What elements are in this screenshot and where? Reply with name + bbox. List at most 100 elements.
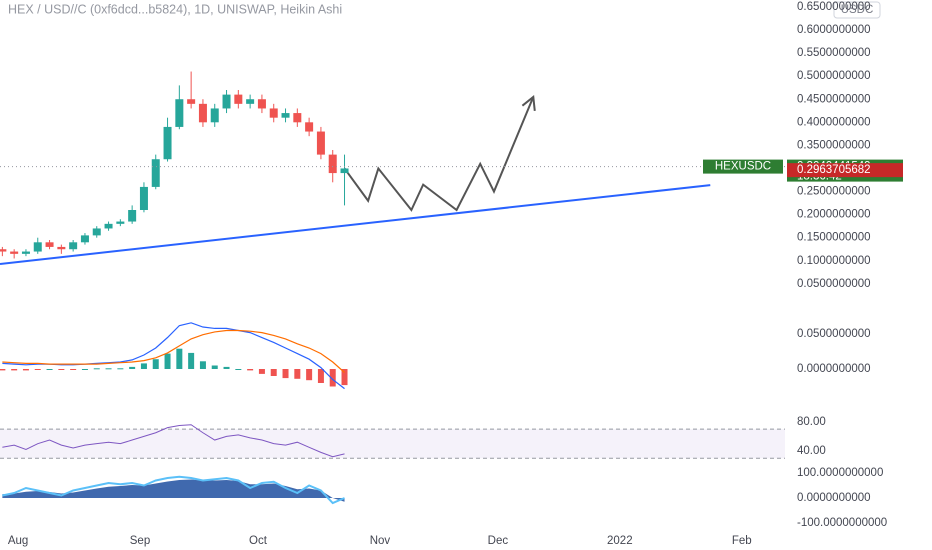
histogram-bar	[70, 368, 77, 370]
histogram-bar	[117, 368, 124, 370]
histogram-bar	[294, 368, 301, 379]
y-tick-label: 0.2000000000	[797, 209, 871, 221]
candle-body	[246, 99, 255, 104]
histogram-bar	[306, 368, 313, 381]
candle-body	[305, 122, 314, 132]
candle-body	[128, 210, 137, 222]
histogram-bar	[129, 366, 136, 369]
histogram-bar	[258, 368, 265, 374]
y-tick-label: 0.5000000000	[797, 70, 871, 82]
histogram-bar	[22, 368, 29, 371]
rsi-band	[0, 429, 785, 459]
price2-label: 0.2963705682	[797, 164, 871, 176]
x-tick-label: Nov	[370, 535, 391, 547]
x-tick-label: Feb	[732, 535, 752, 547]
candle-body	[234, 94, 243, 104]
candle-body	[281, 113, 290, 118]
candle-body	[45, 242, 54, 247]
price2-badge	[787, 163, 903, 178]
candle-body	[92, 228, 101, 236]
candle-body	[80, 235, 89, 243]
x-tick-label: Oct	[249, 535, 268, 547]
y-tick-label: 40.00	[797, 445, 826, 457]
histogram-bar	[270, 368, 277, 376]
x-tick-label: Dec	[488, 535, 509, 547]
histogram-bar	[11, 368, 18, 371]
histogram-bar	[188, 352, 195, 369]
y-tick-label: 0.5500000000	[797, 47, 871, 59]
histogram-bar	[0, 368, 6, 371]
symbol-label: HEXUSDC	[715, 161, 771, 173]
histogram-bar	[58, 368, 65, 370]
candle-body	[175, 99, 184, 127]
candle-body	[33, 242, 42, 252]
candle-body	[163, 126, 172, 160]
macd-line	[2, 329, 345, 373]
y-tick-label: 0.0000000000	[797, 363, 871, 375]
candle-body	[139, 186, 148, 210]
histogram-bar	[341, 368, 348, 386]
candle-body	[269, 108, 278, 118]
candle-body	[69, 242, 78, 250]
histogram-bar	[176, 348, 183, 369]
candle-body	[57, 246, 66, 250]
x-tick-label: Sep	[130, 535, 150, 547]
histogram-bar	[46, 368, 53, 370]
y-tick-label: 0.6500000000	[797, 1, 871, 13]
histogram-bar	[34, 368, 41, 370]
y-tick-label: 0.0500000000	[797, 278, 871, 290]
histogram-bar	[211, 365, 218, 369]
candle-body	[257, 99, 266, 109]
histogram-bar	[317, 368, 324, 383]
candle-body	[222, 94, 231, 109]
y-tick-label: 0.2500000000	[797, 186, 871, 198]
candle-body	[0, 249, 7, 252]
candle-body	[198, 103, 207, 123]
wave-line	[2, 475, 345, 505]
histogram-bar	[152, 359, 159, 369]
y-tick-label: 80.00	[797, 416, 826, 428]
histogram-bar	[235, 368, 242, 370]
y-tick-label: 0.0000000000	[797, 492, 871, 504]
y-tick-label: 0.4500000000	[797, 93, 871, 105]
y-tick-label: 0.1000000000	[797, 255, 871, 267]
y-tick-label: 0.0500000000	[797, 328, 871, 340]
histogram-bar	[81, 368, 88, 370]
candle-body	[328, 154, 337, 174]
y-tick-label: 100.0000000000	[797, 467, 883, 479]
y-tick-label: -100.0000000000	[797, 517, 887, 529]
symbol-badge	[703, 159, 783, 174]
drawing-line	[343, 96, 535, 212]
candle-body	[316, 131, 325, 155]
rsi-line	[2, 424, 345, 458]
candle-body	[21, 251, 30, 254]
histogram-bar	[199, 361, 206, 369]
y-tick-label: 0.6000000000	[797, 24, 871, 36]
macd-line	[2, 322, 345, 390]
arrow-head	[521, 94, 536, 111]
x-tick-label: Aug	[8, 535, 28, 547]
currency-badge[interactable]	[833, 1, 881, 19]
histogram-bar	[164, 353, 171, 369]
drawing-line	[0, 184, 711, 265]
histogram-bar	[247, 368, 254, 371]
candle-body	[10, 251, 19, 254]
histogram-bar	[105, 368, 112, 370]
candle-body	[293, 113, 302, 123]
histogram-bar	[223, 366, 230, 369]
currency-label: USDC	[841, 4, 874, 16]
candle-body	[187, 99, 196, 104]
candle-body	[116, 221, 125, 224]
histogram-bar	[140, 363, 147, 369]
candle-body	[151, 159, 160, 187]
histogram-bar	[93, 368, 100, 370]
candle-body	[210, 108, 219, 123]
candle-body	[104, 223, 113, 229]
candle-body	[340, 168, 349, 174]
histogram-bar	[329, 368, 336, 387]
y-tick-label: 0.4000000000	[797, 116, 871, 128]
histogram-bar	[282, 368, 289, 379]
x-tick-label: 2022	[607, 535, 633, 547]
chart-title: HEX / USD//C (0xf6dcd...b5824), 1D, UNIS…	[8, 2, 342, 16]
